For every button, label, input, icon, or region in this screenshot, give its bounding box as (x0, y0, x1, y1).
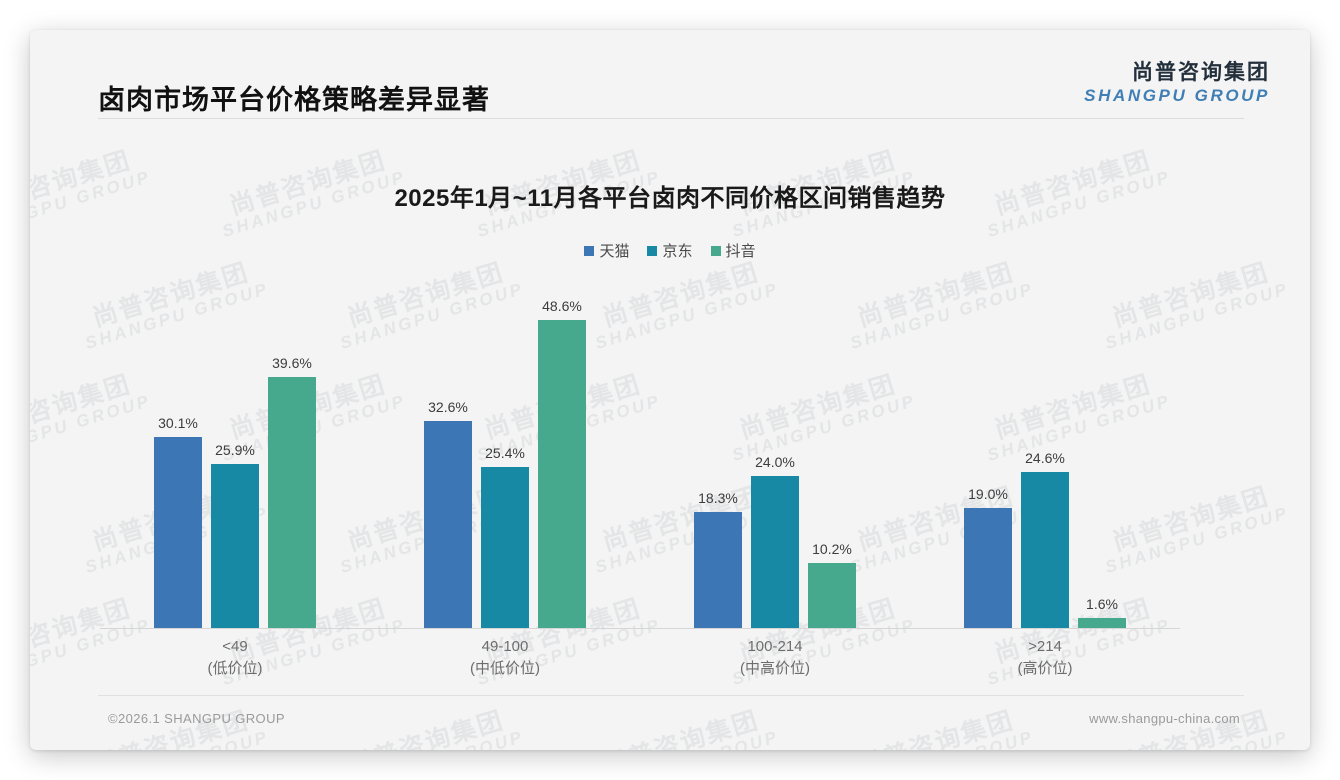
x-axis-tick-description: (中低价位) (470, 659, 540, 677)
bar-item[interactable]: 10.2% (808, 280, 856, 628)
bar-value-label: 18.3% (698, 490, 738, 507)
legend-item-2[interactable]: 抖音 (710, 240, 756, 261)
x-axis-tick-range: <49 (222, 638, 248, 655)
x-axis-tick: 100-214 (中高价位) (640, 636, 910, 680)
x-axis-tick-description: (低价位) (207, 659, 263, 677)
logo-chinese-name: 尚普咨询集团 (1132, 61, 1270, 84)
chart-title: 2025年1月~11月各平台卤肉不同价格区间销售趋势 (394, 185, 946, 212)
bar[interactable] (1021, 472, 1069, 628)
bar-group: 32.6% 25.4% 48.6% (370, 280, 640, 628)
bar-item[interactable]: 25.9% (211, 280, 259, 628)
bar-group: 18.3% 24.0% 10.2% (640, 280, 910, 628)
x-axis-tick-range: >214 (1028, 638, 1062, 655)
x-axis-tick-range: 49-100 (481, 638, 529, 655)
legend-swatch-icon (584, 245, 595, 256)
bar-value-label: 25.9% (215, 441, 255, 458)
chart-legend: 天猫 京东 抖音 (30, 240, 1310, 261)
legend-item-0[interactable]: 天猫 (584, 240, 629, 261)
legend-swatch-icon (710, 245, 721, 256)
x-axis-tick: <49 (低价位) (100, 636, 370, 680)
x-axis-tick-range: 100-214 (747, 638, 803, 655)
footer-divider (98, 695, 1244, 696)
bar-item[interactable]: 24.6% (1021, 280, 1069, 628)
x-axis-tick-description: (高价位) (1017, 659, 1073, 677)
legend-label: 京东 (662, 243, 693, 260)
bar[interactable] (751, 475, 799, 628)
bar[interactable] (1078, 617, 1126, 628)
bar-item[interactable]: 18.3% (694, 280, 742, 628)
bar-value-label: 48.6% (542, 298, 582, 314)
logo-english-name: SHANGPU GROUP (1084, 85, 1270, 105)
bar-item[interactable]: 24.0% (751, 280, 799, 628)
bar-value-label: 1.6% (1086, 595, 1118, 612)
bar-value-label: 32.6% (428, 399, 468, 416)
slide-card: 尚普咨询集团 SHANGPU GROUP 尚普咨询集团 SHANGPU GROUP 尚普… (30, 30, 1310, 750)
bar-group: 30.1% 25.9% 39.6% (100, 280, 370, 628)
bar-value-label: 39.6% (272, 355, 312, 372)
bar-item[interactable]: 30.1% (154, 280, 202, 628)
bar-value-label: 25.4% (485, 445, 525, 462)
bar-group: 19.0% 24.6% 1.6% (910, 280, 1180, 628)
bar-value-label: 24.6% (1025, 450, 1065, 467)
bar-item[interactable]: 48.6% (538, 280, 586, 628)
x-axis-tick: 49-100 (中低价位) (370, 636, 640, 680)
bar-value-label: 30.1% (158, 415, 198, 432)
footer-copyright: ©2026.1 SHANGPU GROUP (108, 711, 285, 726)
legend-swatch-icon (647, 245, 658, 256)
legend-label: 天猫 (599, 243, 630, 260)
x-axis-tick: >214 (高价位) (910, 636, 1180, 680)
bar-item[interactable]: 32.6% (424, 280, 472, 628)
legend-label: 抖音 (725, 243, 756, 260)
x-axis-line (100, 628, 1180, 629)
header-divider (98, 118, 1244, 119)
bar-item[interactable]: 1.6% (1078, 280, 1126, 628)
legend-item-1[interactable]: 京东 (647, 240, 693, 261)
bar[interactable] (538, 320, 586, 628)
bar[interactable] (154, 437, 202, 628)
bar[interactable] (964, 507, 1012, 628)
slide-header: 卤肉市场平台价格策略差异显著 尚普咨询集团 SHANGPU GROUP (30, 30, 1310, 118)
footer-website: www.shangpu-china.com (1089, 711, 1240, 726)
bar-item[interactable]: 19.0% (964, 280, 1012, 628)
bar[interactable] (808, 563, 856, 628)
bar[interactable] (424, 421, 472, 628)
page-title: 卤肉市场平台价格策略差异显著 (98, 85, 490, 115)
x-axis-tick-description: (中高价位) (740, 659, 810, 677)
bar-value-label: 10.2% (812, 541, 852, 558)
bar[interactable] (211, 463, 259, 628)
chart-plot-area: 30.1% 25.9% 39.6% 32.6% 25.4% 48.6% 18.3% 24.0%… (100, 280, 1180, 628)
bar-value-label: 19.0% (968, 485, 1008, 502)
bar[interactable] (481, 467, 529, 628)
brand-logo: 尚普咨询集团 SHANGPU GROUP (1084, 61, 1270, 105)
x-axis-labels: <49 (低价位) 49-100 (中低价位) 100-214 (中高价位) >214 (高价… (100, 636, 1180, 680)
bar-value-label: 24.0% (755, 453, 795, 470)
bar-item[interactable]: 25.4% (481, 280, 529, 628)
bar[interactable] (694, 512, 742, 628)
bar-item[interactable]: 39.6% (268, 280, 316, 628)
bar[interactable] (268, 377, 316, 628)
